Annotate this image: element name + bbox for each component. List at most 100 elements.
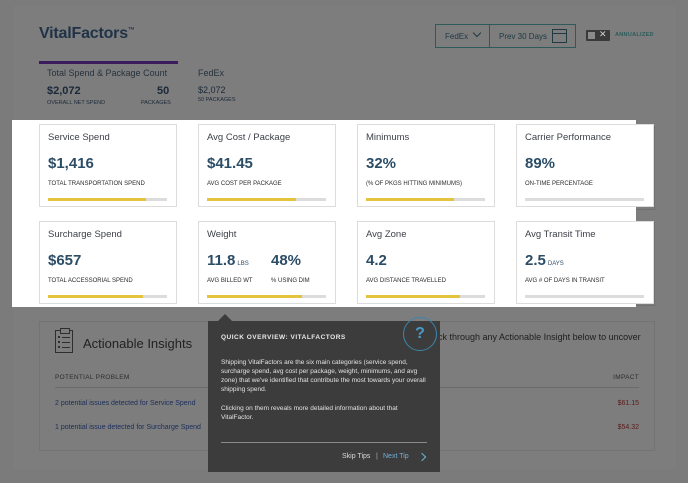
insights-title: Actionable Insights (83, 336, 193, 351)
clipboard-box (58, 341, 60, 343)
clipboard-icon (55, 328, 73, 353)
logo-text: VitalFactors (39, 25, 128, 42)
card-avg-transit[interactable]: Avg Transit Time 2.5 DAYS AVG # OF DAYS I… (516, 221, 654, 304)
tab-sub: 50 PACKAGES (198, 97, 236, 103)
column-header-problem: POTENTIAL PROBLEM (55, 374, 130, 381)
card-title: Avg Zone (366, 229, 407, 240)
annualized-toggle[interactable]: ✕ (586, 29, 610, 41)
card-sub: AVG # OF DAYS IN TRANSIT (525, 278, 605, 284)
card-value: 4.2 (366, 252, 387, 269)
progress-fill (366, 295, 460, 298)
clipboard-line (62, 347, 70, 348)
separator: | (376, 453, 378, 460)
weight-value: 11.8 (207, 252, 236, 269)
trademark-mark: ™ (127, 27, 135, 34)
progress-bar (48, 198, 167, 201)
progress-fill (207, 198, 297, 201)
tab-value: $2,072 (47, 85, 81, 97)
clipboard-line (62, 337, 70, 338)
tab-total-spend[interactable]: Total Spend & Package Count $2,072 OVERA… (39, 61, 178, 107)
card-avg-zone[interactable]: Avg Zone 4.2 AVG DISTANCE TRAVELLED (357, 221, 495, 304)
tab-sub-packages: PACKAGES (141, 100, 171, 106)
insight-link-surcharge[interactable]: 1 potential issue detected for Surcharge… (55, 424, 201, 431)
quick-overview-tooltip: QUICK OVERVIEW: VITALFACTORS Shipping Vi… (208, 314, 440, 472)
progress-bar (48, 295, 167, 298)
dim-sub: % USING DIM (271, 278, 310, 284)
divider (221, 442, 427, 443)
card-value: $657 (48, 252, 82, 269)
clipboard-box (58, 346, 60, 348)
chevron-right-icon[interactable] (417, 452, 427, 462)
carrier-select[interactable]: FedEx (435, 24, 490, 48)
card-title: Carrier Performance (525, 132, 612, 143)
progress-fill (207, 295, 303, 298)
card-surcharge-spend[interactable]: Surcharge Spend $657 TOTAL ACCESSORIAL S… (39, 221, 177, 304)
card-carrier-performance[interactable]: Carrier Performance 89% ON-TIME PERCENTA… (516, 124, 654, 207)
transit-unit: DAYS (547, 261, 564, 267)
date-range-select[interactable]: Prev 30 Days (489, 24, 576, 48)
chevron-down-icon (472, 28, 482, 38)
card-sub: TOTAL ACCESSORIAL SPEND (48, 278, 133, 284)
progress-fill (48, 198, 146, 201)
card-title: Weight (207, 229, 237, 240)
dim-value: 48% (271, 252, 302, 269)
app-logo: VitalFactors™ (39, 25, 135, 43)
progress-bar (366, 198, 485, 201)
card-sub: AVG BILLED WT (207, 278, 253, 284)
card-title: Avg Cost / Package (207, 132, 291, 143)
card-value: 89% (525, 155, 556, 172)
card-value: 2.5 DAYS (525, 252, 564, 269)
carrier-select-value: FedEx (445, 31, 469, 41)
tooltip-heading: QUICK OVERVIEW: VITALFACTORS (221, 334, 346, 341)
weight-unit: LBS (237, 261, 249, 267)
card-value: $41.45 (207, 155, 253, 172)
tab-sub: OVERALL NET SPEND (47, 100, 106, 106)
tab-value: $2,072 (198, 85, 226, 95)
card-sub: TOTAL TRANSPORTATION SPEND (48, 181, 145, 187)
card-sub: AVG DISTANCE TRAVELLED (366, 278, 446, 284)
card-value: $1,416 (48, 155, 94, 172)
card-title: Service Spend (48, 132, 110, 143)
skip-tips-link[interactable]: Skip Tips (342, 453, 371, 460)
clipboard-line (62, 342, 70, 343)
progress-bar (207, 295, 326, 298)
card-title: Avg Transit Time (525, 229, 596, 240)
tab-fedex[interactable]: FedEx $2,072 50 PACKAGES (198, 61, 278, 107)
help-icon[interactable]: ? (403, 317, 437, 351)
transit-value: 2.5 (525, 252, 546, 269)
column-header-impact: IMPACT (613, 374, 639, 381)
card-service-spend[interactable]: Service Spend $1,416 TOTAL TRANSPORTATIO… (39, 124, 177, 207)
tab-label: FedEx (198, 68, 225, 78)
progress-fill (366, 198, 455, 201)
insight-link-service[interactable]: 2 potential issues detected for Service … (55, 400, 196, 407)
progress-bar (525, 198, 644, 201)
card-weight[interactable]: Weight 11.8 LBS 48% AVG BILLED WT % USING… (198, 221, 336, 304)
calendar-icon[interactable] (552, 29, 567, 43)
toggle-off-icon: ✕ (599, 29, 607, 39)
next-tip-link[interactable]: Next Tip (383, 453, 409, 460)
card-title: Surcharge Spend (48, 229, 122, 240)
progress-bar (207, 198, 326, 201)
progress-bar (525, 295, 644, 298)
insight-impact: $61.15 (617, 400, 639, 407)
toggle-knob (588, 32, 595, 39)
insights-intro: lick through any Actionable Insight belo… (434, 332, 641, 342)
clipboard-box (58, 336, 60, 338)
tooltip-paragraph: Shipping VitalFactors are the six main c… (221, 359, 426, 393)
tooltip-arrow (218, 314, 232, 321)
tooltip-paragraph: Clicking on them reveals more detailed i… (221, 405, 398, 421)
date-range-value: Prev 30 Days (499, 31, 548, 41)
card-value: 32% (366, 155, 397, 172)
tab-label: Total Spend & Package Count (47, 68, 168, 78)
insight-impact: $54.32 (617, 424, 639, 431)
progress-bar (366, 295, 485, 298)
card-minimums[interactable]: Minimums 32% (% OF PKGS HITTING MINIMUMS… (357, 124, 495, 207)
card-avg-cost[interactable]: Avg Cost / Package $41.45 AVG COST PER P… (198, 124, 336, 207)
progress-fill (48, 295, 144, 298)
annualized-label: ANNUALIZED (615, 32, 654, 38)
card-value: 11.8 LBS (207, 252, 249, 269)
card-title: Minimums (366, 132, 410, 143)
card-sub: (% OF PKGS HITTING MINIMUMS) (366, 181, 462, 187)
card-sub: ON-TIME PERCENTAGE (525, 181, 593, 187)
tab-value-packages: 50 (157, 85, 170, 97)
